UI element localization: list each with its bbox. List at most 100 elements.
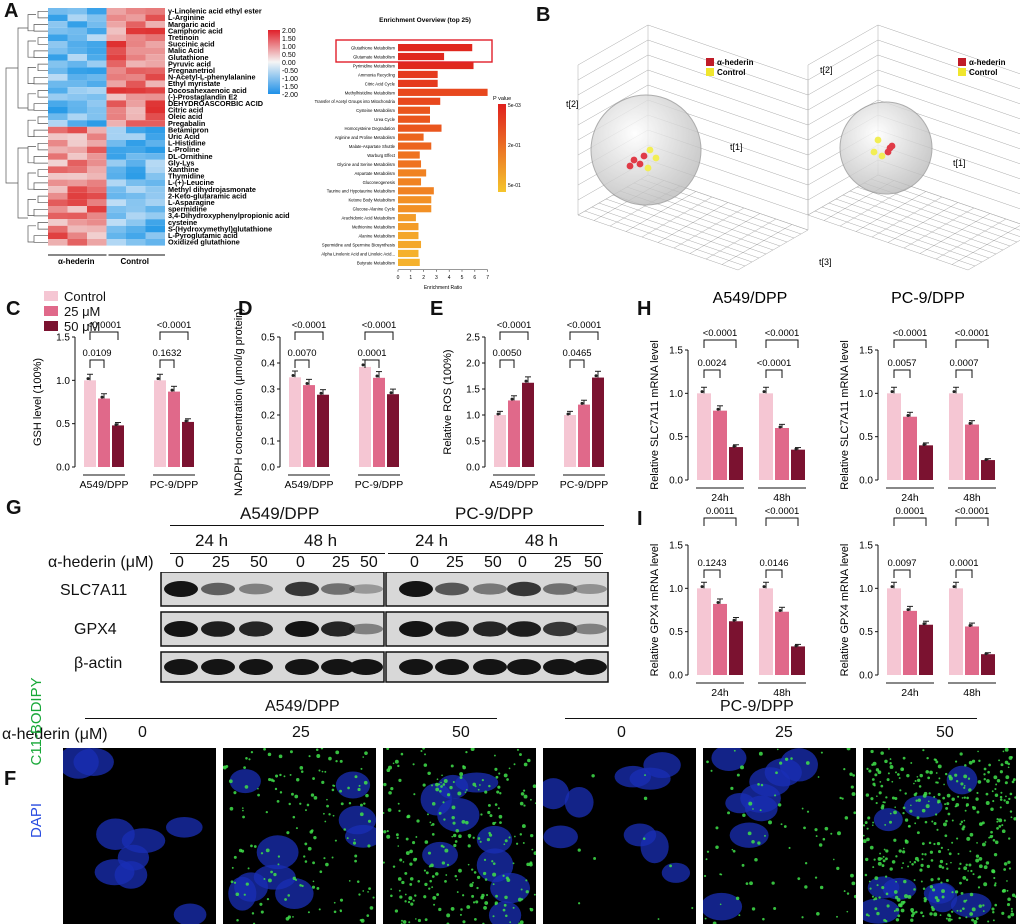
pca-axis-label: t[2]: [566, 99, 579, 109]
lipid-peroxidation-spot: [846, 748, 851, 751]
lipid-peroxidation-spot: [456, 891, 459, 894]
lipid-peroxidation-spot: [703, 874, 707, 878]
lipid-peroxidation-spot: [492, 872, 497, 877]
lipid-peroxidation-spot: [299, 802, 302, 805]
lipid-peroxidation-spot: [900, 900, 905, 905]
ytick-label: 1.5: [669, 346, 683, 357]
p-value-label: 0.1632: [152, 348, 181, 359]
heatmap-cell: [126, 8, 146, 15]
category-label: 48h: [963, 492, 981, 504]
lipid-peroxidation-spot: [994, 903, 998, 907]
lipid-peroxidation-spot: [457, 791, 462, 796]
enrichment-xlabel: Enrichment Ratio: [424, 285, 463, 291]
lipid-peroxidation-spot: [530, 833, 534, 838]
heatmap-cell: [145, 60, 165, 68]
lipid-peroxidation-spot: [880, 857, 883, 860]
lipid-peroxidation-spot: [435, 782, 439, 787]
lipid-peroxidation-spot: [1004, 760, 1009, 765]
lipid-peroxidation-spot: [492, 883, 495, 886]
nucleus: [335, 771, 371, 799]
category-label: PC-9/DPP: [150, 479, 198, 491]
lipid-peroxidation-spot: [959, 823, 962, 826]
lipid-peroxidation-spot: [408, 921, 411, 924]
category-label: A549/DPP: [489, 479, 538, 491]
data-point: [906, 608, 910, 612]
lipid-peroxidation-spot: [963, 785, 966, 787]
lipid-peroxidation-spot: [758, 751, 763, 756]
lipid-peroxidation-spot: [1001, 824, 1004, 827]
ytick-label: 0.5: [466, 437, 480, 448]
lipid-peroxidation-spot: [520, 792, 525, 796]
lipid-peroxidation-spot: [386, 834, 391, 839]
lipid-peroxidation-spot: [522, 789, 526, 792]
lipid-peroxidation-spot: [523, 804, 526, 807]
bar: [317, 394, 329, 467]
enrichment-panel: Enrichment Overview (top 25)Glutathione …: [315, 17, 521, 291]
heatmap-cell: [48, 192, 68, 200]
lipid-peroxidation-spot: [869, 887, 872, 890]
heatmap-cell: [145, 239, 165, 246]
lipid-peroxidation-spot: [493, 754, 496, 757]
heatmap-cell: [67, 21, 87, 28]
wb-band: [285, 659, 319, 675]
lipid-peroxidation-spot: [913, 782, 915, 785]
ytick-label: 0.5: [669, 432, 683, 443]
heatmap-cell: [106, 146, 126, 154]
ytick-label: 0.4: [261, 359, 275, 370]
lipid-peroxidation-spot: [1010, 816, 1013, 819]
data-point: [700, 390, 704, 394]
heatmap-cell: [48, 67, 68, 74]
lipid-peroxidation-spot: [740, 765, 744, 770]
bar: [713, 603, 727, 675]
bar: [359, 366, 371, 467]
lipid-peroxidation-spot: [485, 893, 489, 897]
lipid-peroxidation-spot: [358, 784, 361, 787]
pca-legend-swatch: [706, 68, 714, 76]
lipid-peroxidation-spot: [731, 848, 734, 851]
wb-band: [473, 659, 507, 675]
heatmap-cell: [106, 212, 126, 220]
enrichment-xtick: 6: [473, 275, 476, 281]
western-blot: A549/DPP PC-9/DPP 24 h 48 h 24 h 48 h: [170, 500, 640, 690]
lipid-peroxidation-spot: [780, 823, 783, 826]
lipid-peroxidation-spot: [920, 880, 923, 883]
lipid-peroxidation-spot: [401, 880, 405, 885]
heatmap-cell: [145, 225, 165, 233]
lipid-peroxidation-spot: [328, 813, 331, 816]
lipid-peroxidation-spot: [930, 859, 934, 862]
lipid-peroxidation-spot: [960, 891, 964, 895]
wb-band: [349, 623, 383, 635]
heatmap-cell: [106, 120, 126, 127]
lipid-peroxidation-spot: [924, 820, 928, 824]
lipid-peroxidation-spot: [936, 841, 941, 846]
enrichment-bar: [398, 169, 427, 177]
lipid-peroxidation-spot: [277, 855, 281, 858]
lipid-peroxidation-spot: [897, 773, 900, 776]
lipid-peroxidation-spot: [245, 882, 249, 886]
lipid-peroxidation-spot: [710, 769, 713, 772]
lipid-peroxidation-spot: [440, 781, 442, 784]
lipid-peroxidation-spot: [443, 818, 446, 821]
lipid-peroxidation-spot: [445, 874, 448, 876]
heatmap-cell: [145, 186, 165, 193]
p-value-label: 0.0097: [887, 558, 916, 569]
lipid-peroxidation-spot: [462, 920, 466, 924]
p-value-label: <0.0001: [362, 320, 397, 331]
lipid-peroxidation-spot: [309, 830, 313, 834]
heatmap-cell: [67, 14, 87, 22]
lipid-peroxidation-spot: [864, 873, 868, 877]
lipid-peroxidation-spot: [998, 818, 1003, 823]
enrichment-xtick: 1: [409, 275, 412, 281]
lipid-peroxidation-spot: [1003, 819, 1006, 822]
lipid-peroxidation-spot: [993, 876, 996, 880]
ytick-label: 0.3: [261, 385, 275, 396]
nucleus: [629, 767, 671, 790]
colorbar-tick: 2.00: [282, 28, 296, 35]
heatmap-cell: [67, 107, 87, 114]
lipid-peroxidation-spot: [431, 822, 435, 826]
lipid-peroxidation-spot: [983, 767, 987, 771]
lipid-peroxidation-spot: [836, 915, 838, 918]
lipid-peroxidation-spot: [926, 864, 931, 869]
heatmap-cell: [48, 41, 68, 48]
lipid-peroxidation-spot: [313, 835, 317, 840]
